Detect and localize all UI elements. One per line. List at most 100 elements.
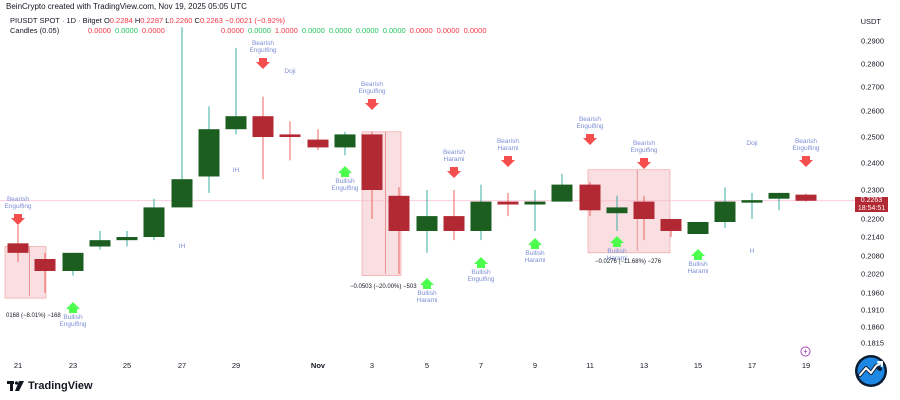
bullish-arrow-icon: [66, 302, 80, 313]
candle-body: [524, 201, 546, 205]
time-tick: Nov: [310, 361, 326, 370]
time-tick: 29: [231, 361, 241, 370]
candle-body: [660, 219, 682, 231]
pattern-label: Bearish Engulfing: [358, 81, 386, 95]
last-price-tag: 0.2263 18:54:51: [855, 197, 888, 212]
pattern-label: Bullish Engulfing: [331, 178, 359, 192]
candle-body: [633, 201, 655, 219]
bullish-arrow-icon: [691, 249, 705, 260]
pattern-label: Bullish Harami: [687, 261, 709, 275]
price-tick: 0.2600: [861, 106, 884, 116]
bearish-arrow-icon: [799, 156, 813, 167]
pattern-label: Doji: [746, 140, 758, 147]
candle-body: [89, 240, 111, 247]
price-tick: 0.2300: [861, 185, 884, 195]
candle-body: [579, 184, 601, 211]
time-tick: 21: [13, 361, 23, 370]
candle-body: [7, 243, 29, 253]
candle-body: [687, 222, 709, 234]
tradingview-logo: TradingView: [7, 380, 93, 392]
measure-label: −0.0276 (−11.68%) −276: [595, 259, 662, 265]
bullish-arrow-icon: [528, 238, 542, 249]
price-tick: 0.2080: [861, 251, 884, 261]
bearish-arrow-icon: [256, 58, 270, 69]
candle-body: [225, 116, 247, 130]
candle-body: [443, 216, 465, 231]
time-tick: 13: [639, 361, 649, 370]
candle-body: [470, 201, 492, 231]
pattern-label: Bearish Engulfing: [576, 116, 604, 130]
open-value: 0.2284: [109, 16, 133, 25]
pattern-label: Bearish Engulfing: [4, 196, 32, 210]
bullish-arrow-icon: [420, 278, 434, 289]
price-axis[interactable]: USDT 0.2900 0.2800 0.2700 0.2600 0.2500 0.240…: [855, 0, 900, 355]
candle-body: [143, 207, 165, 237]
pattern-label: Bearish Engulfing: [249, 40, 277, 54]
price-tick: 0.1815: [861, 338, 884, 348]
candle-body: [768, 192, 790, 199]
measure-label: 0168 (−8.01%) −168: [6, 313, 61, 319]
symbol-legend: PIUSDT SPOT · 1D · Bitget O0.2284 H0.228…: [10, 16, 286, 25]
pattern-label: Bullish Harami: [606, 248, 628, 262]
bullish-arrow-icon: [474, 257, 488, 268]
time-tick: 19: [801, 361, 811, 370]
pattern-label: Bullish Engulfing: [59, 314, 87, 328]
price-tick: 0.2700: [861, 82, 884, 92]
time-tick: 7: [478, 361, 484, 370]
pattern-label: Bearish Harami: [442, 149, 466, 163]
candle-body: [116, 237, 138, 241]
indicator-name[interactable]: Candles (0.05): [10, 26, 60, 35]
pattern-label: Bullish Engulfing: [467, 269, 495, 283]
change-value: −0.0021 (−0.92%): [224, 16, 286, 25]
candle-body: [34, 259, 56, 271]
low-value: 0.2260: [169, 16, 193, 25]
bullish-arrow-icon: [610, 236, 624, 247]
bearish-arrow-icon: [501, 156, 515, 167]
time-tick: 17: [747, 361, 757, 370]
bullish-arrow-icon: [338, 166, 352, 177]
bearish-arrow-icon: [583, 134, 597, 145]
price-range-measure: [587, 169, 671, 254]
candle-body: [307, 139, 329, 148]
symbol-title[interactable]: PIUSDT SPOT · 1D · Bitget: [10, 16, 102, 25]
candle-body: [388, 195, 410, 231]
lightning-icon[interactable]: [800, 346, 811, 357]
price-tick: 0.1860: [861, 322, 884, 332]
price-tick: 0.1960: [861, 288, 884, 298]
candle-body: [416, 216, 438, 231]
time-tick: 11: [586, 361, 594, 370]
pattern-label: Bullish Harami: [416, 290, 438, 304]
price-tick: 0.2800: [861, 59, 884, 69]
indicator-values-a: 0.0000 0.0000 0.0000: [88, 26, 165, 35]
chart-credit: BeinCrypto created with TradingView.com,…: [6, 2, 247, 11]
candle-body: [334, 134, 356, 148]
indicator-values-b: 0.0000 0.0000 1.0000 0.0000 0.0000 0.0000 0.00…: [221, 26, 487, 35]
candlestick-chart[interactable]: [0, 0, 855, 355]
price-tick: 0.2020: [861, 269, 884, 279]
candle-body: [252, 116, 274, 137]
candle-body: [714, 201, 736, 222]
price-tick: 0.2400: [861, 158, 884, 168]
tradingview-logo-icon: [7, 381, 24, 391]
currency-label: USDT: [860, 17, 881, 26]
time-tick: 3: [369, 361, 375, 370]
bearish-arrow-icon: [365, 99, 379, 110]
price-range-measure: [4, 246, 47, 299]
pattern-label: IH: [232, 167, 240, 174]
beincrypto-logo-icon: [855, 355, 887, 387]
pattern-label: H: [749, 248, 755, 255]
candle-body: [361, 134, 383, 190]
pattern-label: IH: [178, 243, 186, 250]
price-tick: 0.2200: [861, 214, 884, 224]
time-tick: 27: [177, 361, 187, 370]
candle-body: [606, 207, 628, 214]
candle-body: [171, 179, 193, 208]
candle-body: [497, 201, 519, 205]
time-tick: 5: [424, 361, 430, 370]
time-tick: 9: [532, 361, 538, 370]
candle-body: [62, 252, 84, 271]
price-tick: 0.2900: [861, 36, 884, 46]
high-value: 0.2287: [140, 16, 164, 25]
candle-body: [741, 200, 763, 203]
close-value: 0.2263: [199, 16, 223, 25]
